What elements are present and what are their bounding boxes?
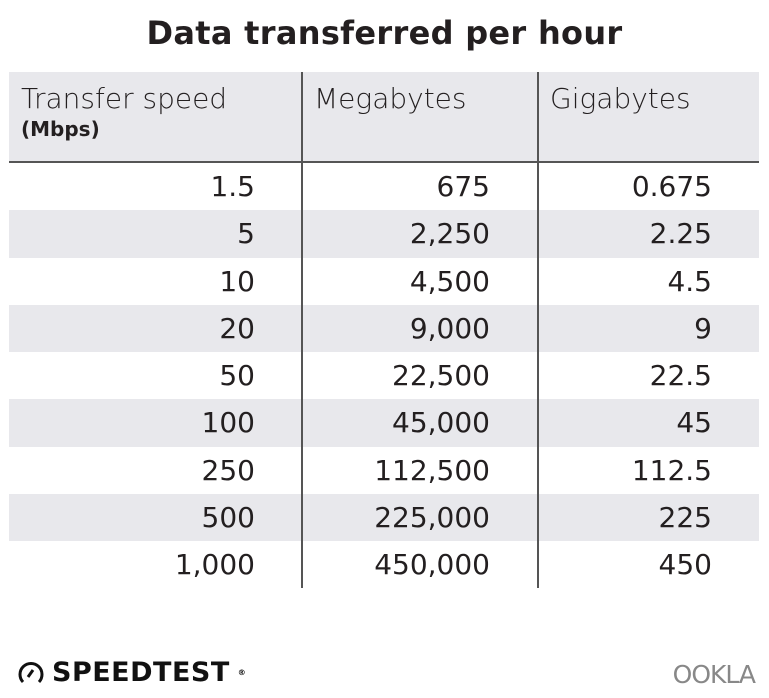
ookla-logo: OOKLA xyxy=(672,660,756,689)
cell-gigabytes: 4.5 xyxy=(667,264,712,298)
cell-gigabytes: 112.5 xyxy=(631,453,712,487)
cell-speed: 250 xyxy=(201,453,255,487)
cell-speed: 5 xyxy=(237,217,255,251)
cell-speed: 1.5 xyxy=(210,170,255,203)
cell-megabytes: 45,000 xyxy=(392,406,490,440)
table-row: 500 225,000 225 xyxy=(9,494,759,542)
column-divider xyxy=(301,72,303,588)
cell-gigabytes: 22.5 xyxy=(649,359,712,393)
table-row: 5 2,250 2.25 xyxy=(9,210,759,258)
table-row: 10 4,500 4.5 xyxy=(9,258,759,305)
table-row: 250 112,500 112.5 xyxy=(9,447,759,494)
gauge-icon xyxy=(18,661,44,683)
table-row: 50 22,500 22.5 xyxy=(9,352,759,399)
table-row: 1,000 450,000 450 xyxy=(9,541,759,588)
header-transfer-speed: Transfer speed (Mbps) xyxy=(21,82,227,141)
table-row: 1.5 675 0.675 xyxy=(9,163,759,210)
cell-megabytes: 2,250 xyxy=(409,217,490,251)
cell-speed: 20 xyxy=(219,311,255,345)
cell-gigabytes: 2.25 xyxy=(649,217,712,251)
table-header: Transfer speed (Mbps) Megabytes Gigabyte… xyxy=(9,72,759,163)
speedtest-wordmark: SPEEDTEST xyxy=(52,657,230,688)
cell-megabytes: 9,000 xyxy=(409,311,490,345)
cell-megabytes: 225,000 xyxy=(374,501,490,535)
cell-gigabytes: 450 xyxy=(658,548,712,582)
header-label: Transfer speed xyxy=(21,82,228,115)
header-unit: (Mbps) xyxy=(21,117,100,141)
cell-speed: 10 xyxy=(219,264,255,298)
cell-megabytes: 450,000 xyxy=(374,548,490,582)
cell-megabytes: 4,500 xyxy=(409,264,490,298)
table-row: 20 9,000 9 xyxy=(9,304,759,353)
cell-megabytes: 112,500 xyxy=(374,453,490,487)
cell-speed: 500 xyxy=(201,501,255,535)
registered-mark: ® xyxy=(237,668,247,677)
cell-gigabytes: 45 xyxy=(676,406,712,440)
cell-megabytes: 22,500 xyxy=(392,359,490,393)
column-divider xyxy=(537,72,539,588)
cell-gigabytes: 0.675 xyxy=(631,170,712,203)
table-row: 100 45,000 45 xyxy=(9,399,759,447)
cell-gigabytes: 225 xyxy=(658,501,712,535)
cell-speed: 50 xyxy=(219,359,255,393)
cell-megabytes: 675 xyxy=(436,170,490,203)
chart-title: Data transferred per hour xyxy=(146,14,623,52)
cell-speed: 100 xyxy=(201,406,255,440)
header-megabytes: Megabytes xyxy=(314,82,467,115)
cell-gigabytes: 9 xyxy=(694,311,712,345)
header-gigabytes: Gigabytes xyxy=(550,82,691,115)
speedtest-logo: SPEEDTEST ® xyxy=(18,657,246,688)
data-table: Transfer speed (Mbps) Megabytes Gigabyte… xyxy=(9,72,759,589)
cell-speed: 1,000 xyxy=(174,548,255,582)
